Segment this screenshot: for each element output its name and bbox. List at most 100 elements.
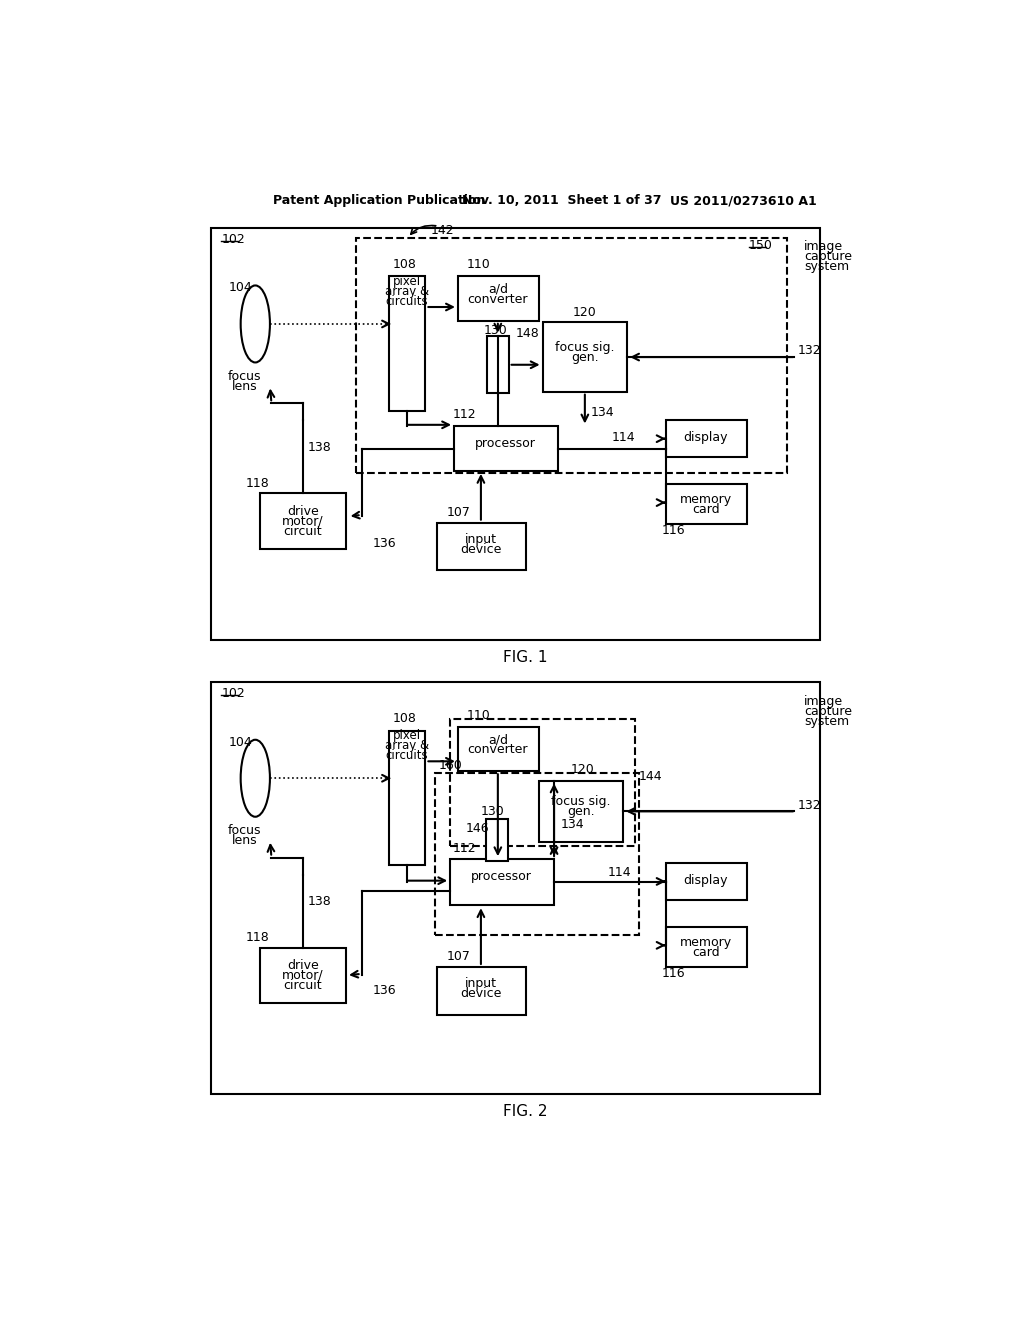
Text: image: image: [804, 694, 844, 708]
Text: 120: 120: [571, 763, 595, 776]
Text: 108: 108: [392, 259, 416, 271]
Text: US 2011/0273610 A1: US 2011/0273610 A1: [670, 194, 816, 207]
Text: 146: 146: [466, 822, 489, 834]
Text: 136: 136: [373, 537, 396, 550]
Text: 108: 108: [392, 713, 416, 726]
Text: 130: 130: [483, 325, 507, 338]
Ellipse shape: [241, 285, 270, 363]
Text: gen.: gen.: [571, 351, 599, 363]
Text: device: device: [460, 543, 502, 556]
Text: 110: 110: [467, 709, 490, 722]
Text: lens: lens: [231, 380, 257, 393]
Bar: [211, 228, 819, 640]
Text: 134: 134: [560, 818, 584, 832]
Bar: [539, 780, 624, 842]
Text: 114: 114: [611, 432, 636, 445]
Text: 160: 160: [438, 759, 462, 772]
Text: gen.: gen.: [567, 805, 595, 818]
Text: 150: 150: [749, 239, 773, 252]
Text: input: input: [465, 533, 497, 546]
Text: 110: 110: [467, 259, 490, 271]
Bar: [487, 335, 509, 393]
Text: system: system: [804, 714, 850, 727]
Text: motor/: motor/: [283, 969, 324, 982]
Text: card: card: [692, 945, 720, 958]
Text: input: input: [465, 977, 497, 990]
Text: focus: focus: [227, 370, 261, 383]
Text: 107: 107: [446, 506, 470, 519]
Text: display: display: [683, 432, 728, 445]
Bar: [666, 863, 746, 900]
Bar: [454, 426, 558, 471]
Bar: [388, 276, 425, 411]
Text: 104: 104: [229, 281, 253, 294]
Text: pixel: pixel: [393, 275, 421, 288]
Text: 112: 112: [453, 842, 476, 855]
Text: memory: memory: [680, 492, 732, 506]
Text: 142: 142: [431, 224, 455, 238]
Text: converter: converter: [468, 293, 528, 306]
Bar: [543, 322, 628, 392]
Ellipse shape: [241, 739, 270, 817]
Text: 132: 132: [798, 799, 821, 812]
Text: circuit: circuit: [284, 979, 323, 991]
Text: motor/: motor/: [283, 515, 324, 528]
Bar: [451, 719, 635, 846]
Text: focus sig.: focus sig.: [555, 341, 614, 354]
Text: circuit: circuit: [284, 524, 323, 537]
Text: Patent Application Publication: Patent Application Publication: [273, 194, 485, 207]
Text: FIG. 2: FIG. 2: [503, 1104, 547, 1119]
Text: 132: 132: [798, 345, 821, 358]
Text: array &: array &: [385, 285, 429, 298]
Text: FIG. 1: FIG. 1: [503, 649, 547, 665]
Text: lens: lens: [231, 834, 257, 847]
Text: 138: 138: [307, 895, 332, 908]
Text: drive: drive: [287, 504, 318, 517]
Text: 138: 138: [307, 441, 332, 454]
Text: 120: 120: [572, 306, 596, 319]
Text: 118: 118: [246, 931, 269, 944]
Text: 114: 114: [608, 866, 632, 879]
Text: pixel: pixel: [393, 730, 421, 742]
Bar: [666, 420, 746, 457]
Text: 144: 144: [639, 770, 663, 783]
Text: converter: converter: [468, 743, 528, 756]
Text: 118: 118: [246, 477, 269, 490]
Text: focus sig.: focus sig.: [551, 795, 610, 808]
Text: display: display: [683, 874, 728, 887]
Bar: [260, 948, 346, 1003]
Text: image: image: [804, 240, 844, 253]
Text: circuits: circuits: [386, 750, 428, 763]
Text: processor: processor: [471, 870, 532, 883]
Text: system: system: [804, 260, 850, 273]
Text: capture: capture: [804, 705, 852, 718]
Bar: [666, 927, 746, 966]
Bar: [486, 818, 508, 862]
Text: Nov. 10, 2011  Sheet 1 of 37: Nov. 10, 2011 Sheet 1 of 37: [462, 194, 662, 207]
Bar: [458, 726, 539, 771]
Bar: [260, 494, 346, 549]
Text: processor: processor: [475, 437, 536, 450]
Text: 112: 112: [453, 408, 476, 421]
Bar: [451, 859, 554, 906]
Text: 130: 130: [481, 805, 505, 818]
Bar: [435, 774, 639, 935]
Text: drive: drive: [287, 958, 318, 972]
Bar: [437, 523, 525, 570]
Bar: [666, 484, 746, 524]
Text: 104: 104: [229, 735, 253, 748]
Bar: [458, 276, 539, 321]
Text: array &: array &: [385, 739, 429, 752]
Text: a/d: a/d: [487, 733, 508, 746]
Bar: [388, 730, 425, 866]
Text: 102: 102: [221, 686, 245, 700]
Text: 107: 107: [446, 950, 470, 964]
Text: capture: capture: [804, 251, 852, 264]
Bar: [356, 238, 787, 473]
Text: device: device: [460, 987, 502, 1001]
Bar: [211, 682, 819, 1094]
Text: 136: 136: [373, 983, 396, 997]
Text: memory: memory: [680, 936, 732, 949]
Text: 148: 148: [515, 327, 540, 341]
Text: card: card: [692, 503, 720, 516]
